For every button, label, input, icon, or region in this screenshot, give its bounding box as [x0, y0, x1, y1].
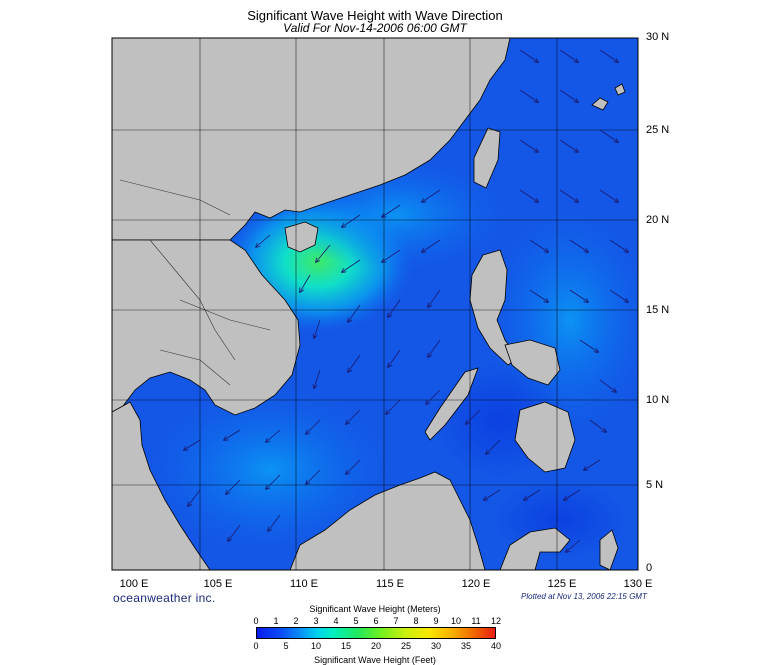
- lat-label-30n: 30 N: [646, 31, 670, 43]
- lon-label-125e: 125 E: [547, 578, 577, 590]
- land-ryukyu: [591, 83, 626, 111]
- land-halmahera: [599, 529, 619, 570]
- land-hainan: [284, 221, 319, 253]
- land-indochina: [112, 239, 301, 416]
- land-china: [112, 38, 511, 241]
- wave-zone-southwest: [150, 390, 390, 550]
- colorbar-tick-meters: 4: [333, 616, 339, 626]
- land-philippines-central: [504, 339, 561, 386]
- land-mindanao: [514, 401, 576, 473]
- colorbar-tick-feet: 40: [490, 641, 501, 651]
- land-palawan: [424, 367, 479, 441]
- lon-label-130e: 130 E: [623, 578, 653, 590]
- colorbar-tick-feet: 15: [340, 641, 351, 651]
- colorbar-tick-meters: 6: [373, 616, 379, 626]
- colorbar-tick-meters: 7: [393, 616, 399, 626]
- colorbar-tick-feet: 0: [253, 641, 259, 651]
- lat-label-25n: 25 N: [646, 124, 670, 136]
- lat-label-5n: 5 N: [646, 479, 664, 491]
- map-frame: [111, 37, 639, 571]
- colorbar-tick-feet: 30: [430, 641, 441, 651]
- colorbar: [256, 627, 496, 639]
- lon-label-110e: 110 E: [290, 578, 318, 590]
- land-sulawesi: [499, 527, 571, 570]
- colorbar-title-meters: Significant Wave Height (Meters): [309, 604, 441, 614]
- land-borneo: [289, 471, 486, 570]
- colorbar-title-feet: Significant Wave Height (Feet): [314, 655, 436, 665]
- colorbar-tick-meters: 12: [490, 616, 501, 626]
- colorbar-tick-meters: 11: [471, 616, 481, 626]
- plotted-timestamp: Plotted at Nov 13, 2006 22:15 GMT: [521, 592, 647, 601]
- lon-label-115e: 115 E: [376, 578, 404, 590]
- lon-label-120e: 120 E: [461, 578, 491, 590]
- colorbar-tick-meters: 5: [353, 616, 359, 626]
- colorbar-tick-feet: 10: [310, 641, 321, 651]
- colorbar-tick-feet: 20: [370, 641, 381, 651]
- lon-label-100e: 100 E: [119, 578, 149, 590]
- colorbar-tick-meters: 1: [273, 616, 279, 626]
- map-grid: [112, 38, 638, 570]
- lat-label-15n: 15 N: [646, 304, 670, 316]
- colorbar-tick-meters: 9: [433, 616, 439, 626]
- colorbar-tick-meters: 10: [450, 616, 461, 626]
- brand-label: oceanweather inc.: [113, 591, 216, 605]
- colorbar-tick-meters: 3: [313, 616, 319, 626]
- colorbar-tick-meters: 8: [413, 616, 419, 626]
- land-gulf-thailand-west: [112, 401, 211, 570]
- chart-subtitle: Valid For Nov-14-2006 06:00 GMT: [283, 21, 467, 35]
- colorbar-tick-feet: 25: [400, 641, 411, 651]
- lat-label-20n: 20 N: [646, 214, 670, 226]
- colorbar-tick-feet: 35: [460, 641, 471, 651]
- lon-label-105e: 105 E: [203, 578, 233, 590]
- lat-label-10n: 10 N: [646, 394, 670, 406]
- lat-label-0: 0: [646, 562, 653, 574]
- wave-direction-arrows: [184, 49, 628, 552]
- colorbar-tick-meters: 2: [293, 616, 299, 626]
- colorbar-tick-feet: 5: [283, 641, 289, 651]
- land-taiwan: [473, 127, 501, 189]
- colorbar-tick-meters: 0: [253, 616, 259, 626]
- chart-title: Significant Wave Height with Wave Direct…: [247, 8, 503, 23]
